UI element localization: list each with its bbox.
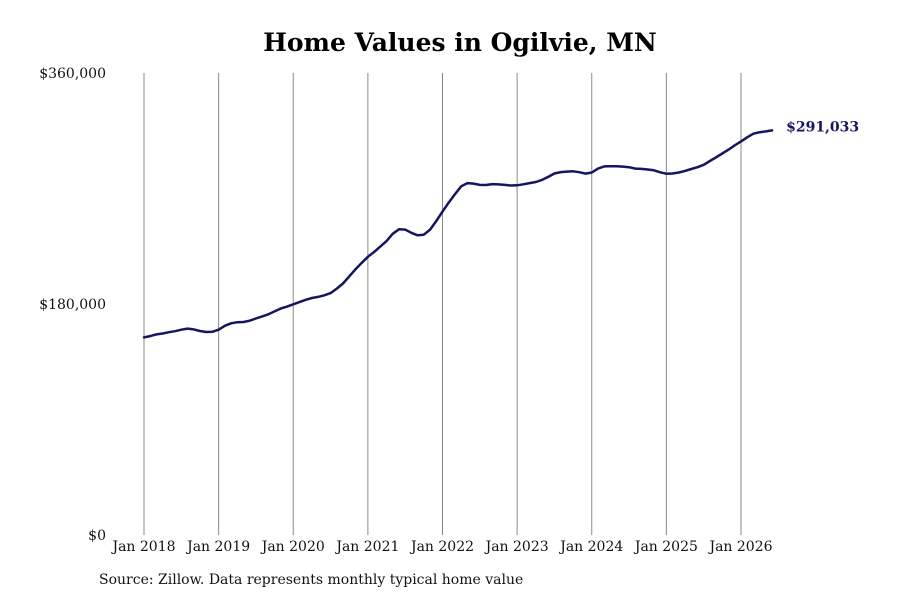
gridlines: [143, 73, 742, 535]
x-tick-label: Jan 2022: [409, 539, 474, 555]
x-tick-label: Jan 2026: [707, 539, 772, 555]
x-tick-label: Jan 2021: [334, 539, 399, 555]
y-tick-label: $0: [88, 528, 106, 544]
y-tick-label: $180,000: [39, 297, 106, 313]
end-value-label: $291,033: [786, 119, 859, 135]
x-tick-label: Jan 2019: [185, 539, 250, 555]
series-line: [142, 129, 774, 339]
x-tick-label: Jan 2020: [260, 539, 325, 555]
source-note: Source: Zillow. Data represents monthly …: [99, 572, 524, 588]
x-tick-label: Jan 2025: [633, 539, 698, 555]
x-tick-label: Jan 2024: [558, 539, 623, 555]
chart-title: Home Values in Ogilvie, MN: [263, 28, 657, 57]
x-tick-label: Jan 2018: [110, 539, 175, 555]
axis-ticks: Jan 2018 Jan 2019 Jan 2020 Jan 2021 Jan 2022…: [39, 66, 772, 555]
series-line-group: [142, 129, 774, 339]
y-tick-label: $360,000: [39, 66, 106, 82]
x-tick-label: Jan 2023: [484, 539, 549, 555]
